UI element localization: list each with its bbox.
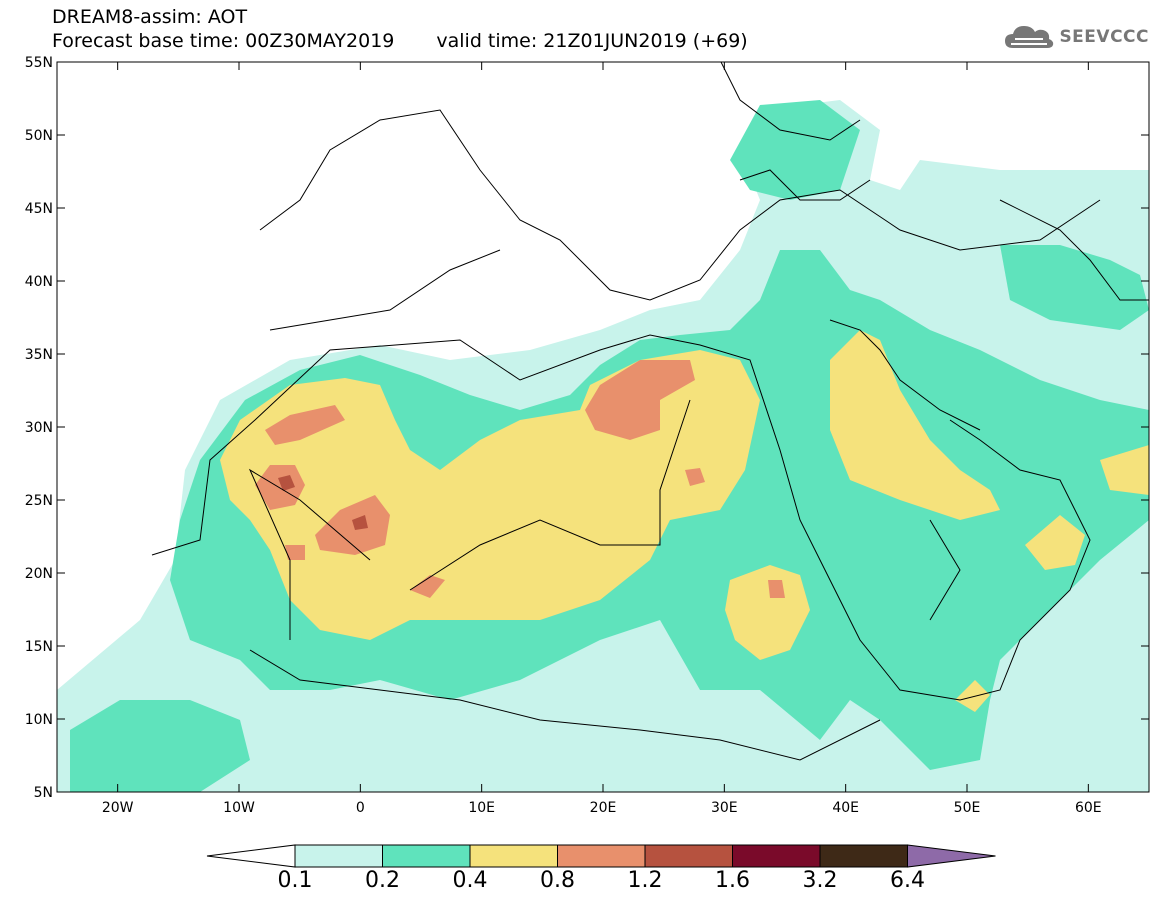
- lat-tick-label: 35N: [25, 347, 53, 363]
- lon-tick-label: 20E: [590, 800, 617, 816]
- aot-band-0.8: [255, 360, 785, 598]
- colorbar: [206, 844, 996, 868]
- aot-field: [57, 62, 1149, 792]
- coastlines: [151, 62, 1149, 761]
- colorbar-label: 3.2: [802, 868, 838, 893]
- valid-time-label: valid time: 21Z01JUN2019 (+69): [436, 30, 748, 52]
- colorbar-label: 0.4: [452, 868, 488, 893]
- colorbar-high-arrow: [907, 844, 996, 868]
- lat-tick-label: 45N: [25, 201, 53, 217]
- lon-tick-label: 40E: [832, 800, 859, 816]
- seevccc-logo: SEEVCCC: [1003, 20, 1149, 54]
- colorbar-label: 6.4: [890, 868, 925, 893]
- lon-tick-label: 60E: [1075, 800, 1102, 816]
- colorbar-label: 0.1: [277, 868, 313, 893]
- lat-tick-label: 55N: [25, 55, 53, 71]
- lat-tick-label: 30N: [25, 420, 53, 436]
- lat-tick-label: 40N: [25, 274, 53, 290]
- colorbar-low-arrow: [206, 844, 296, 868]
- lon-tick-label: 10W: [223, 800, 255, 816]
- longitude-ticks: 20W 10W 0 10E 20E 30E 40E 50E 60E: [102, 62, 1102, 816]
- colorbar-swatch: [469, 844, 558, 868]
- colorbar-swatch: [819, 844, 908, 868]
- latitude-ticks: 55N 50N 45N 40N 35N 30N 25N 20N 15N 10N 5N: [25, 55, 1149, 801]
- colorbar-label: 0.2: [365, 868, 400, 893]
- colorbar-swatch: [557, 844, 646, 868]
- colorbar-swatch: [382, 844, 471, 868]
- lon-tick-label: 20W: [102, 800, 134, 816]
- base-time-label: Forecast base time: 00Z30MAY2019: [52, 30, 395, 52]
- lon-tick-label: 0: [356, 800, 365, 816]
- lon-tick-label: 30E: [711, 800, 738, 816]
- colorbar-swatch: [732, 844, 821, 868]
- lat-tick-label: 10N: [25, 712, 53, 728]
- lat-tick-label: 50N: [25, 128, 53, 144]
- lat-tick-label: 20N: [25, 566, 53, 582]
- lon-tick-label: 10E: [468, 800, 495, 816]
- colorbar-swatch: [644, 844, 733, 868]
- colorbar-label: 1.6: [715, 868, 750, 893]
- lon-tick-label: 50E: [954, 800, 981, 816]
- lat-tick-label: 25N: [25, 493, 53, 509]
- lat-tick-label: 15N: [25, 639, 53, 655]
- logo-text: SEEVCCC: [1059, 27, 1149, 47]
- colorbar-swatch: [294, 844, 383, 868]
- colorbar-label: 1.2: [627, 868, 663, 893]
- forecast-times: Forecast base time: 00Z30MAY2019 valid ti…: [52, 30, 748, 52]
- cloud-icon: [1005, 26, 1054, 48]
- map-title: DREAM8-assim: AOT: [52, 6, 248, 28]
- aot-band-1.2: [278, 475, 368, 530]
- lat-tick-label: 5N: [34, 785, 53, 801]
- colorbar-label: 0.8: [540, 868, 575, 893]
